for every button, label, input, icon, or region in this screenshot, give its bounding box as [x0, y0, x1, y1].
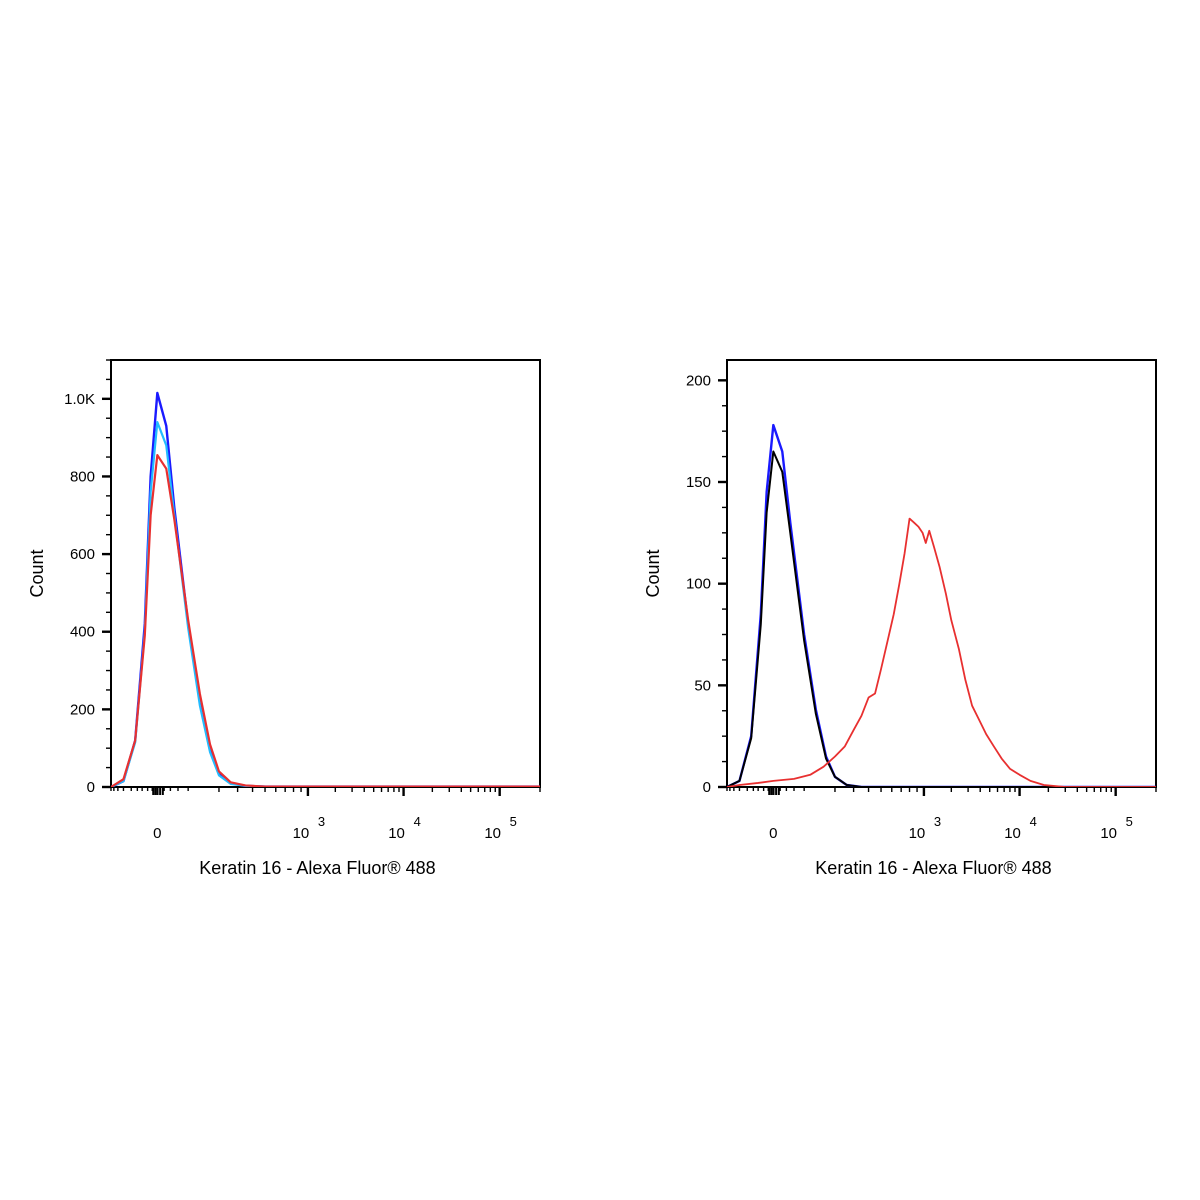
histogram-series-line [111, 421, 540, 787]
x-tick-label: 10 [909, 825, 926, 842]
series-group [111, 391, 540, 787]
x-tick-label: 10 [388, 825, 405, 842]
x-tick-label: 10 [484, 825, 501, 842]
left-histogram-panel: 0 200 400 600 800 1.0K 0 10 3 10 4 10 5 Keratin 16 - … [27, 359, 541, 878]
x-tick-label: 10 [1004, 825, 1021, 842]
y-tick-label: 200 [70, 701, 95, 718]
x-tick-exponent: 3 [934, 814, 941, 829]
y-tick-label: 400 [70, 624, 95, 641]
histogram-series-line [727, 423, 1156, 787]
x-tick-exponent: 3 [318, 814, 325, 829]
y-tick-label: 150 [686, 474, 711, 491]
y-axis-title: Count [643, 549, 663, 597]
plot-frame [110, 359, 541, 788]
y-tick-label: 200 [686, 372, 711, 389]
x-axis-title: Keratin 16 - Alexa Fluor® 488 [199, 858, 435, 878]
x-tick-exponent: 5 [510, 814, 517, 829]
x-tick-exponent: 4 [1030, 814, 1037, 829]
y-tick-label: 0 [703, 779, 711, 796]
x-tick-exponent: 5 [1126, 814, 1133, 829]
x-tick-label: 10 [293, 825, 310, 842]
histogram-series-line [111, 454, 540, 787]
x-tick-label: 0 [769, 825, 777, 842]
series-group [727, 423, 1156, 787]
y-tick-label: 100 [686, 576, 711, 593]
y-tick-label: 50 [694, 677, 711, 694]
x-axis-title: Keratin 16 - Alexa Fluor® 488 [815, 858, 1051, 878]
histogram-series-line [727, 450, 1156, 787]
x-tick-label: 0 [153, 825, 161, 842]
y-tick-label: 0 [87, 779, 95, 796]
y-axis-title: Count [27, 549, 47, 597]
x-tick-exponent: 4 [414, 814, 421, 829]
y-tick-label: 1.0K [64, 391, 95, 408]
y-tick-label: 800 [70, 468, 95, 485]
x-tick-label: 10 [1100, 825, 1117, 842]
right-histogram-panel: 0 50 100 150 200 0 10 3 10 4 10 5 Keratin 16 - Alexa… [643, 359, 1157, 878]
y-tick-label: 600 [70, 546, 95, 563]
histogram-series-line [727, 517, 1156, 787]
histogram-series-line [111, 391, 540, 787]
